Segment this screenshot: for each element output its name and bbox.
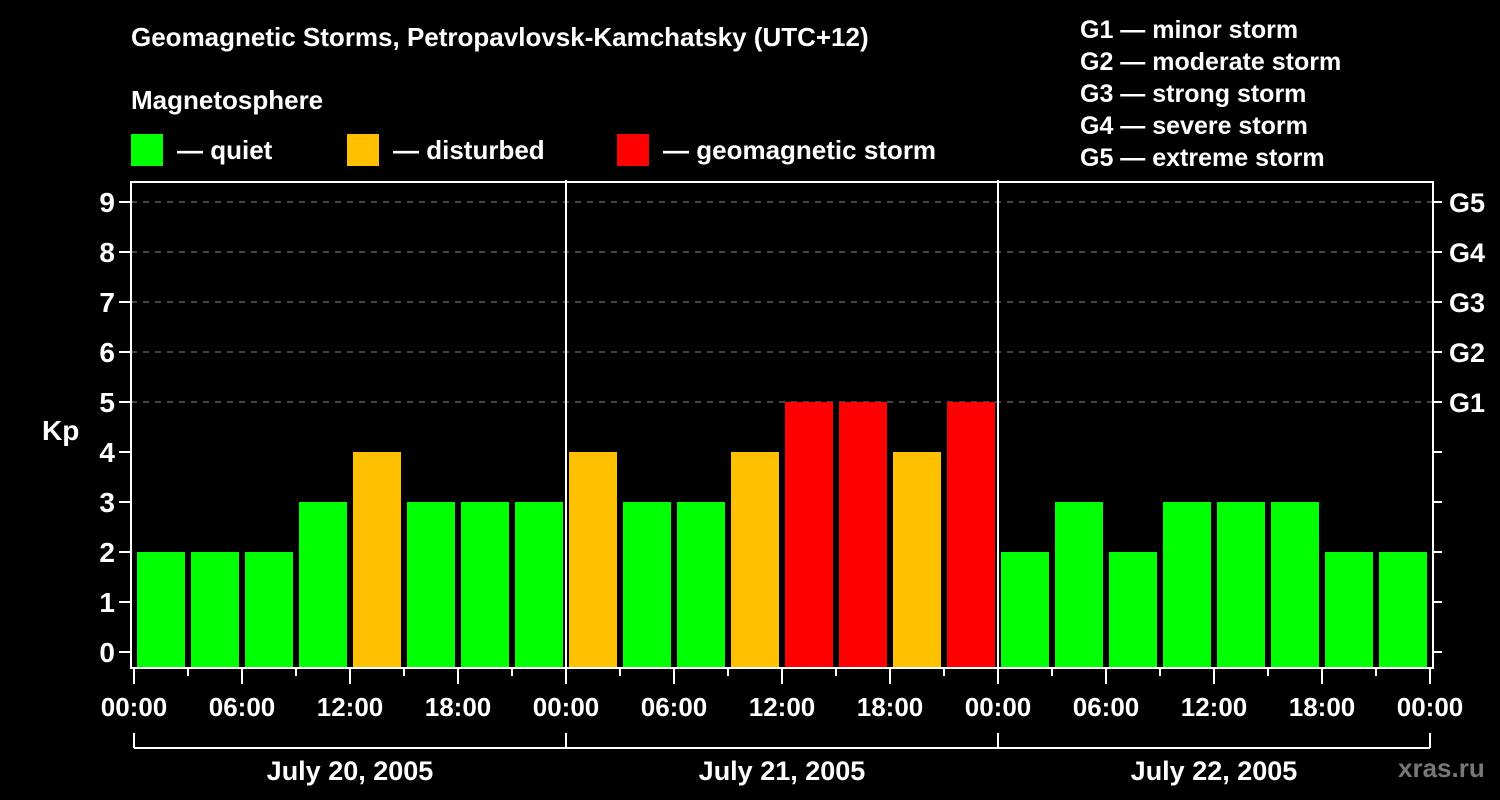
legend-item-storm: — geomagnetic storm xyxy=(617,134,936,166)
x-tick-label: 12:00 xyxy=(749,692,816,722)
kp-bar xyxy=(1217,502,1265,667)
x-tick-label: 12:00 xyxy=(317,692,384,722)
x-tick-label: 00:00 xyxy=(965,692,1032,722)
kp-bar xyxy=(1109,552,1157,667)
legend-swatch-storm xyxy=(617,134,649,166)
kp-bar xyxy=(1379,552,1427,667)
chart-subtitle: Magnetosphere xyxy=(131,85,324,115)
legend-label-disturbed: — disturbed xyxy=(393,134,545,165)
kp-bar xyxy=(623,502,671,667)
g-scale-label: G3 xyxy=(1449,288,1485,318)
y-tick-label: 9 xyxy=(99,187,115,218)
y-tick-label: 2 xyxy=(99,537,115,568)
y-tick-label: 5 xyxy=(99,387,115,418)
legend-label-quiet: — quiet xyxy=(177,134,273,165)
y-tick-label: 3 xyxy=(99,487,115,518)
y-tick-label: 0 xyxy=(99,637,115,668)
kp-bar xyxy=(785,402,833,667)
storm-scale-g5: G5 — extreme storm xyxy=(1080,144,1325,172)
legend-swatch-quiet xyxy=(131,134,163,166)
kp-bar xyxy=(1001,552,1049,667)
storm-scale-g3: G3 — strong storm xyxy=(1080,80,1307,108)
x-tick-label: 18:00 xyxy=(425,692,492,722)
x-tick-label: 06:00 xyxy=(209,692,276,722)
legend-item-quiet: — quiet xyxy=(131,134,272,166)
g-scale-label: G2 xyxy=(1449,338,1485,368)
y-tick-label: 8 xyxy=(99,237,115,268)
x-tick-label: 00:00 xyxy=(1397,692,1464,722)
g-scale-label: G4 xyxy=(1449,238,1485,268)
x-tick-label: 00:00 xyxy=(101,692,168,722)
kp-bar xyxy=(407,502,455,667)
kp-bar xyxy=(245,552,293,667)
kp-bar xyxy=(731,452,779,667)
kp-bar xyxy=(515,502,563,667)
day-label: July 20, 2005 xyxy=(267,756,434,786)
storm-scale-g1: G1 — minor storm xyxy=(1080,16,1299,44)
g-scale-label: G5 xyxy=(1449,188,1485,218)
watermark: xras.ru xyxy=(1398,753,1485,783)
kp-bar xyxy=(353,452,401,667)
kp-bar xyxy=(191,552,239,667)
kp-bar xyxy=(1271,502,1319,667)
chart-title: Geomagnetic Storms, Petropavlovsk-Kamcha… xyxy=(131,22,869,52)
x-tick-label: 06:00 xyxy=(641,692,708,722)
legend-label-storm: — geomagnetic storm xyxy=(663,134,937,165)
y-tick-label: 6 xyxy=(99,337,115,368)
x-tick-label: 18:00 xyxy=(1289,692,1356,722)
storm-scale-legend: G1 — minor storm G2 — moderate storm G3 … xyxy=(1080,14,1341,174)
day-label: July 21, 2005 xyxy=(699,756,866,786)
kp-bar xyxy=(1325,552,1373,667)
y-axis-label: Kp xyxy=(42,415,79,446)
day-label: July 22, 2005 xyxy=(1131,756,1298,786)
kp-bar xyxy=(839,402,887,667)
x-tick-label: 12:00 xyxy=(1181,692,1248,722)
legend-swatch-disturbed xyxy=(347,134,379,166)
kp-bar xyxy=(1055,502,1103,667)
x-tick-label: 06:00 xyxy=(1073,692,1140,722)
kp-bar xyxy=(893,452,941,667)
storm-scale-g2: G2 — moderate storm xyxy=(1080,48,1342,76)
x-tick-label: 18:00 xyxy=(857,692,924,722)
y-tick-label: 7 xyxy=(99,287,115,318)
storm-scale-g4: G4 — severe storm xyxy=(1080,112,1308,140)
kp-bar xyxy=(137,552,185,667)
y-tick-label: 1 xyxy=(99,587,115,618)
kp-bar xyxy=(461,502,509,667)
kp-bar xyxy=(299,502,347,667)
y-tick-label: 4 xyxy=(99,437,115,468)
kp-bar xyxy=(569,452,617,667)
g-scale-label: G1 xyxy=(1449,388,1485,418)
kp-bar xyxy=(677,502,725,667)
kp-bar xyxy=(1163,502,1211,667)
x-tick-label: 00:00 xyxy=(533,692,600,722)
kp-bar xyxy=(947,402,995,667)
legend-item-disturbed: — disturbed xyxy=(347,134,545,166)
